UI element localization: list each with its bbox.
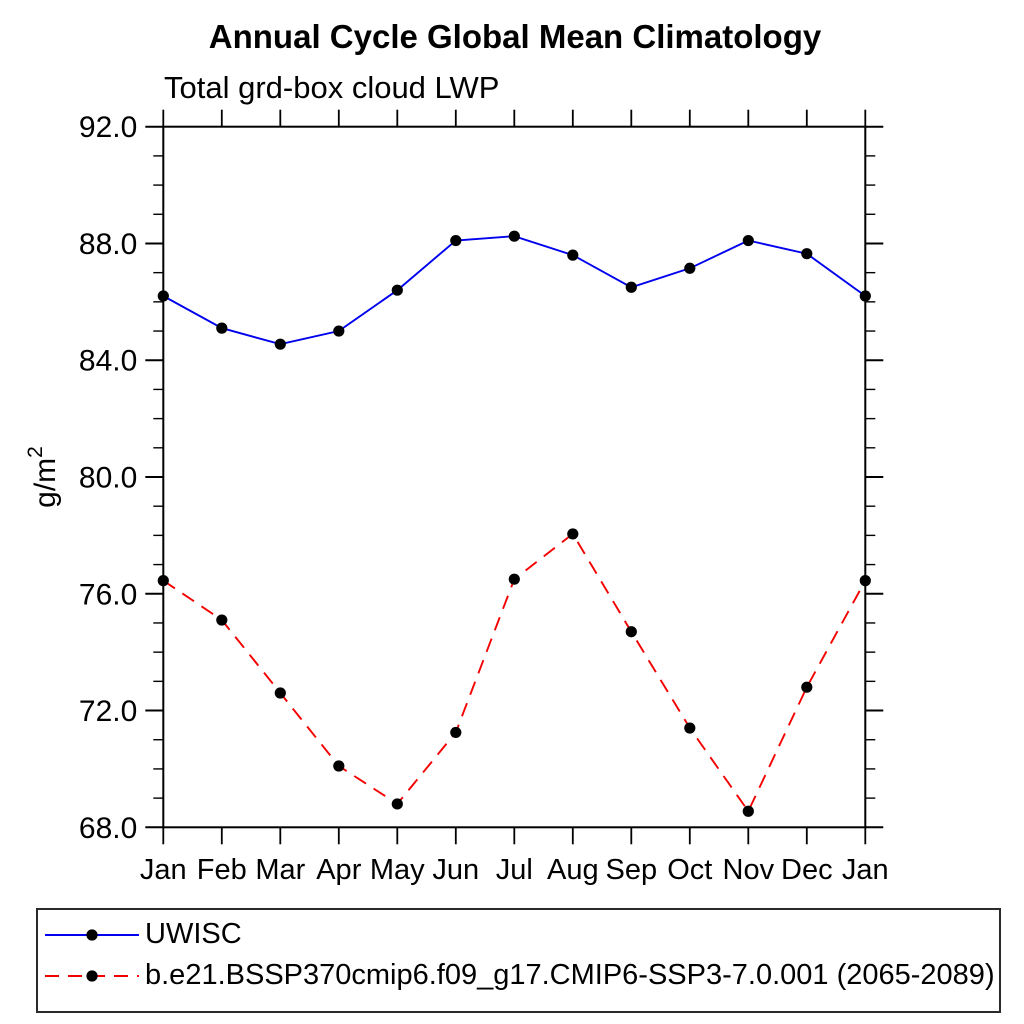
y-tick-label: 72.0	[79, 695, 137, 728]
y-tick-label: 84.0	[79, 345, 137, 378]
legend-item-model: b.e21.BSSP370cmip6.f09_g17.CMIP6-SSP3-7.…	[38, 955, 999, 996]
legend-label-model: b.e21.BSSP370cmip6.f09_g17.CMIP6-SSP3-7.…	[145, 959, 995, 991]
data-point-marker	[450, 234, 462, 247]
y-tick-labels: 68.0 72.0 76.0 80.0 84.0 88.0 92.0	[79, 111, 137, 845]
data-point-marker	[391, 798, 403, 810]
x-tick-label: Mar	[255, 854, 305, 886]
x-tick-label: Jan	[842, 854, 889, 886]
x-tick-labels: Jan Feb Mar Apr May Jun Jul Aug Sep Oct Nov Dec Jan	[140, 854, 889, 886]
data-point-marker	[684, 262, 696, 274]
data-point-marker	[625, 626, 637, 638]
data-point-marker	[684, 722, 696, 734]
x-tick-label: Jul	[496, 854, 533, 886]
data-point-marker	[801, 681, 813, 693]
legend-label-uwisc: UWISC	[145, 918, 242, 950]
data-point-marker	[157, 575, 169, 587]
series-model	[157, 528, 871, 817]
x-tick-label: May	[370, 854, 425, 886]
x-tick-label: Sep	[605, 854, 657, 886]
data-point-marker	[567, 528, 579, 540]
chart-title: Annual Cycle Global Mean Climatology	[208, 18, 822, 55]
series-uwisc	[157, 230, 871, 350]
legend-item-uwisc: UWISC	[38, 914, 999, 955]
y-tick-label: 68.0	[79, 812, 137, 845]
x-axis-top-ticks	[162, 109, 867, 127]
data-point-marker	[801, 248, 813, 260]
x-tick-label: Nov	[723, 854, 775, 886]
legend-box: UWISC b.e21.BSSP370cmip6.f09_g17.CMIP6-S…	[36, 908, 1001, 1013]
data-point-marker	[742, 234, 754, 247]
x-tick-label: Oct	[667, 854, 712, 886]
data-point-marker	[274, 687, 286, 699]
y-axis-right-ticks	[865, 125, 884, 829]
data-point-marker	[508, 230, 520, 242]
legend-sample-model	[45, 969, 139, 982]
legend-sample-uwisc	[45, 928, 139, 941]
data-point-marker	[157, 290, 169, 302]
x-tick-label: Jun	[432, 854, 479, 886]
y-axis-title: g/m2	[24, 446, 62, 508]
data-point-marker	[859, 575, 871, 587]
x-axis-bottom-ticks	[162, 827, 867, 845]
data-point-marker	[216, 322, 228, 334]
x-tick-label: Dec	[781, 854, 833, 886]
plot-frame	[162, 125, 867, 829]
data-point-marker	[216, 614, 228, 626]
y-tick-label: 88.0	[79, 228, 137, 261]
uwisc-line	[162, 235, 866, 346]
x-tick-label: Apr	[316, 854, 361, 886]
y-tick-label: 80.0	[79, 462, 137, 495]
y-tick-label: 76.0	[79, 578, 137, 611]
y-axis-left-ticks	[145, 125, 164, 829]
data-point-marker	[333, 760, 345, 772]
legend-sample-marker	[86, 928, 98, 941]
data-point-marker	[625, 281, 637, 293]
x-tick-label: Feb	[197, 854, 247, 886]
x-tick-label: Aug	[547, 854, 599, 886]
legend-sample-marker	[86, 969, 98, 982]
data-point-marker	[391, 284, 403, 296]
chart-subtitle: Total grd-box cloud LWP	[164, 70, 500, 105]
data-point-marker	[333, 325, 345, 337]
y-tick-label: 92.0	[79, 111, 137, 144]
data-point-marker	[859, 290, 871, 302]
data-point-marker	[450, 726, 462, 739]
data-point-marker	[508, 573, 520, 585]
data-point-marker	[274, 338, 286, 350]
data-point-marker	[567, 249, 579, 261]
x-tick-label: Jan	[140, 854, 187, 886]
data-point-marker	[742, 805, 754, 817]
